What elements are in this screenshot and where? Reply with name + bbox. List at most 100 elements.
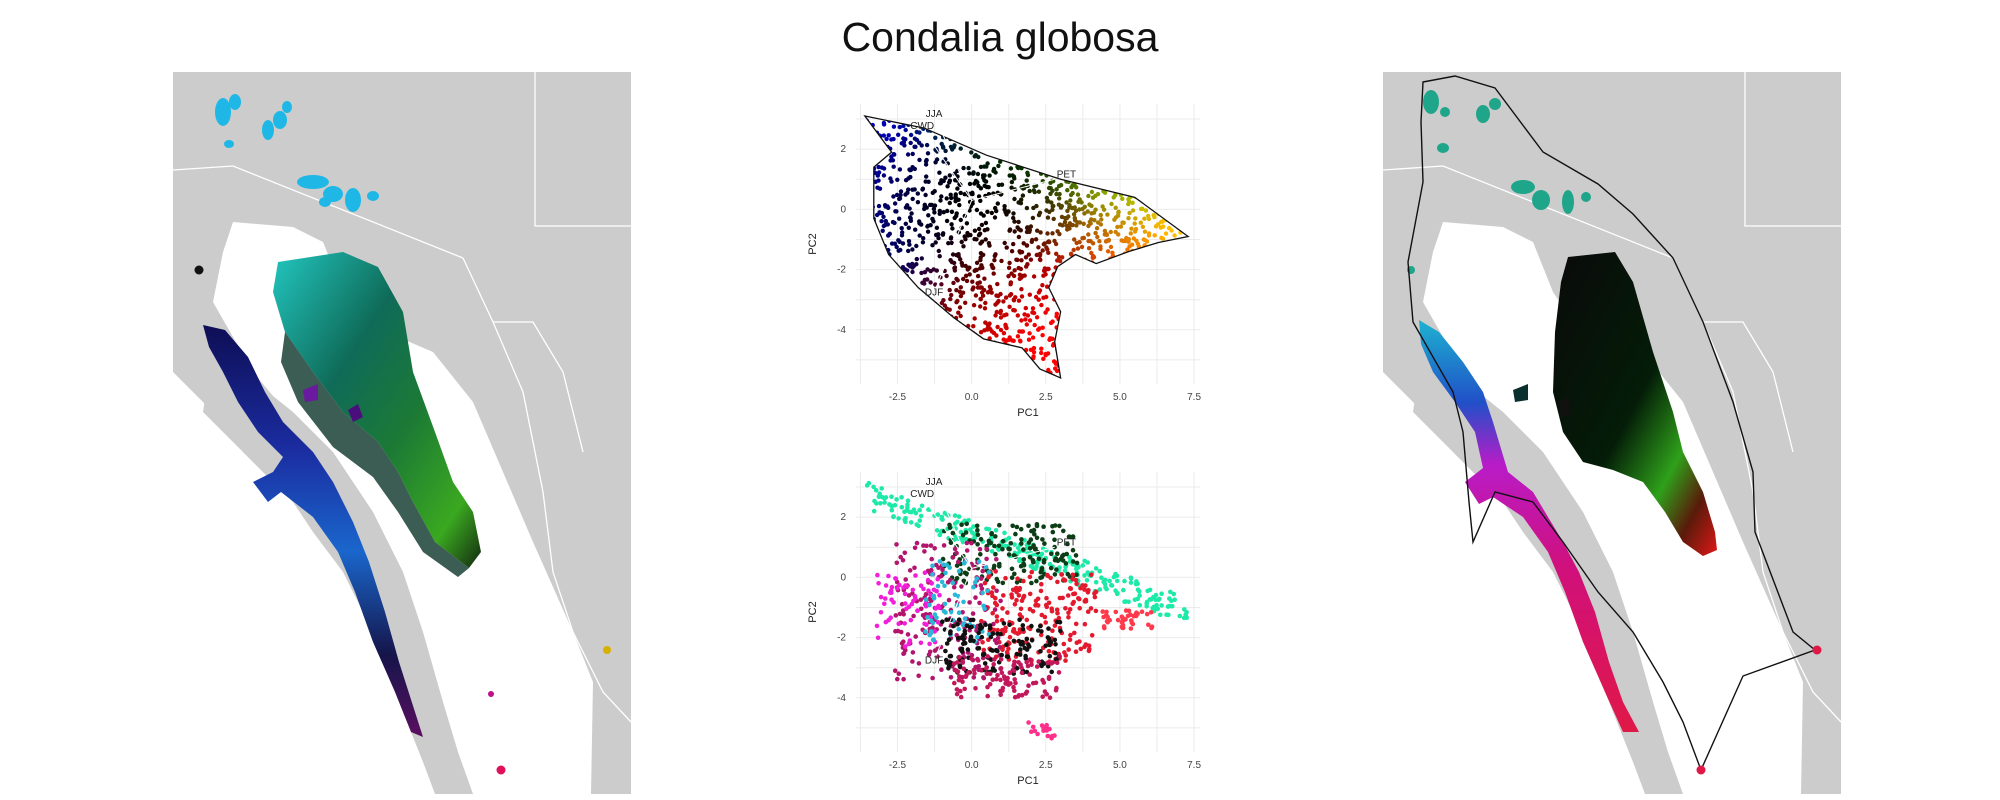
pca-point: [1033, 294, 1039, 300]
pca-point: [1030, 237, 1035, 243]
pca-point: [897, 239, 902, 244]
pca-point: [1009, 271, 1014, 276]
points: [858, 104, 1202, 385]
pca-point: [954, 660, 960, 665]
pca-point: [1113, 205, 1118, 210]
pca-point: [1074, 223, 1079, 228]
pca-point: [1115, 284, 1120, 289]
pca-point: [1062, 117, 1068, 123]
pca-point: [1041, 524, 1046, 529]
pca-point: [1179, 144, 1184, 150]
pca-point: [962, 133, 967, 138]
pca-point: [1196, 324, 1200, 328]
pca-point: [930, 377, 935, 378]
pca-point: [1030, 724, 1036, 730]
pca-point: [982, 306, 988, 311]
pca-point: [1077, 316, 1083, 321]
pca-point: [1102, 232, 1107, 237]
pca-point: [931, 596, 937, 601]
pca-point: [887, 381, 891, 385]
pca-point: [1000, 606, 1005, 611]
pca-point: [980, 652, 986, 658]
pca-point: [865, 333, 870, 338]
pca-point: [900, 241, 906, 246]
pca-point: [994, 614, 1000, 619]
pca-point: [1149, 190, 1154, 195]
pca-point: [1061, 160, 1066, 165]
pca-point: [1045, 573, 1050, 579]
pca-point: [934, 562, 939, 568]
pca-point: [1087, 169, 1093, 174]
pca-point: [1156, 597, 1161, 603]
pca-point: [920, 240, 926, 245]
pca-point: [1006, 552, 1012, 557]
pca-point: [1174, 276, 1179, 282]
pca-point: [978, 144, 983, 150]
pca-point: [1016, 660, 1021, 665]
pca-point: [974, 576, 980, 581]
pca-point: [881, 296, 886, 302]
pca-point: [973, 686, 978, 691]
pca-point: [1134, 161, 1140, 166]
pca-point: [953, 376, 959, 378]
pca-point: [1171, 155, 1176, 161]
pca-point: [979, 290, 985, 295]
pca-point: [921, 314, 927, 319]
pca-point: [960, 659, 965, 664]
pca-point: [1094, 273, 1100, 278]
pca-point: [959, 522, 964, 528]
pca-point: [1159, 369, 1164, 374]
pca-point: [1040, 283, 1045, 288]
pca-point: [1135, 300, 1140, 305]
pca-point: [1129, 226, 1134, 231]
pca-point: [1054, 187, 1059, 192]
pca-point: [1187, 373, 1189, 378]
pca-point: [958, 217, 963, 223]
pca-point: [1088, 369, 1093, 374]
y-tick-label: -4: [837, 693, 846, 704]
pca-point: [968, 634, 974, 640]
pca-point: [1052, 623, 1058, 628]
pca-point: [1077, 596, 1082, 602]
pca-point: [1185, 371, 1189, 376]
pca-point: [1047, 639, 1053, 644]
pca-point: [928, 202, 933, 208]
pca-point: [980, 350, 986, 356]
pca-point: [945, 208, 950, 214]
pca-point: [1055, 610, 1060, 616]
x-tick-label: -2.5: [889, 392, 907, 403]
pca-point: [1162, 153, 1168, 158]
pca-point: [930, 563, 935, 569]
pca-point: [1173, 104, 1177, 108]
pca-point: [928, 280, 933, 285]
pca-point: [1001, 621, 1007, 626]
pca-point: [1198, 104, 1202, 108]
pca-point: [1097, 568, 1102, 574]
pca-point: [1158, 219, 1164, 225]
pca-point: [1181, 371, 1186, 376]
pca-point: [947, 200, 952, 206]
loading-vector: [935, 200, 973, 288]
right-peninsula-range: [1419, 320, 1639, 732]
pca-point: [1133, 375, 1138, 378]
pca-point: [1088, 281, 1094, 286]
pca-point: [1098, 212, 1103, 218]
right-north-range: [1553, 252, 1717, 556]
pca-point: [964, 107, 968, 111]
pca-point: [1121, 238, 1126, 244]
pca-point: [858, 191, 862, 195]
pca-point: [963, 530, 969, 535]
pca-point: [1075, 108, 1079, 112]
pca-point: [1110, 250, 1115, 255]
pca-point: [890, 158, 896, 163]
pca-point: [992, 543, 997, 549]
pca-point: [1067, 159, 1072, 164]
pca-point: [919, 503, 925, 509]
pca-point: [1033, 237, 1039, 242]
pca-point: [877, 249, 882, 255]
pca-point: [1034, 203, 1039, 209]
pca-point: [1064, 107, 1068, 111]
pca-point: [970, 372, 975, 377]
pca-point: [1028, 365, 1033, 371]
pca-point: [977, 280, 982, 285]
